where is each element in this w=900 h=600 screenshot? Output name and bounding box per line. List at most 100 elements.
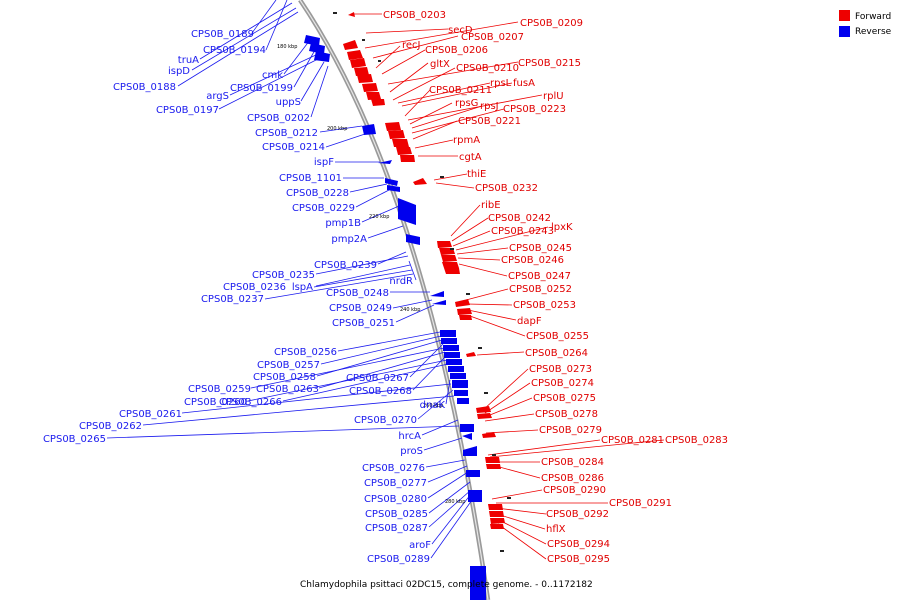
gene-label-reverse: CPS0B_0228 — [286, 188, 349, 199]
gene-label-forward: CPS0B_0292 — [546, 509, 609, 520]
gene-label-forward: CPS0B_0295 — [547, 554, 610, 565]
gene-label-reverse: argS — [206, 91, 229, 102]
kbp-label: 200 kbp — [327, 126, 347, 132]
gene-label-forward: secD — [448, 25, 473, 36]
genome-backbone-highlight — [299, 0, 489, 600]
gene-label-reverse: CPS0B_0268 — [349, 386, 412, 397]
gene-label-forward: CPS0B_0294 — [547, 539, 610, 550]
gene-label-forward: CPS0B_0206 — [425, 45, 488, 56]
gene-label-reverse: CPS0B_0263 — [256, 384, 319, 395]
legend-swatch-reverse — [839, 26, 850, 37]
gene-label-reverse: CPS0B_0266 — [219, 397, 282, 408]
gene-label-reverse: CPS0B_0257 — [257, 360, 320, 371]
gene-label-reverse: ispD — [168, 66, 190, 77]
gene-label-forward: ribE — [481, 200, 501, 211]
gene-label-reverse: aroF — [409, 540, 431, 551]
gene-label-reverse: CPS0B_0236 — [223, 282, 286, 293]
gene-label-reverse: CPS0B_0276 — [362, 463, 425, 474]
gene-label-reverse: CPS0B_0248 — [326, 288, 389, 299]
gene-label-reverse: CPS0B_0277 — [364, 478, 427, 489]
gene-label-reverse: CPS0B_0262 — [79, 421, 142, 432]
gene-label-forward: CPS0B_0247 — [508, 271, 571, 282]
kbp-label: 240 kbp — [400, 307, 420, 313]
gene-label-forward: recJ — [402, 40, 421, 51]
reverse-gene-labels: CPS0B_0189 CPS0B_0194 truA ispD CPS0B_01… — [43, 29, 445, 565]
reverse-connectors — [106, 0, 473, 559]
kbp-scale: 180 kbp 200 kbp 220 kbp 240 kbp 260 kbp … — [277, 44, 465, 505]
gene-label-reverse: CPS0B_0235 — [252, 270, 315, 281]
kbp-label: 280 kbp — [445, 499, 465, 505]
gene-label-reverse: CPS0B_0265 — [43, 434, 106, 445]
gene-label-forward: CPS0B_0211 — [429, 85, 492, 96]
gene-label-forward: CPS0B_0253 — [513, 300, 576, 311]
gene-label-reverse: lspA — [292, 282, 313, 293]
gene-label-reverse: ispF — [314, 157, 334, 168]
gene-label-reverse: CPS0B_0267 — [346, 373, 409, 384]
gene-label-reverse: nrdR — [389, 276, 413, 287]
gene-label-forward: CPS0B_0252 — [509, 284, 572, 295]
gene-label-reverse: CPS0B_0229 — [292, 203, 355, 214]
gene-label-forward: CPS0B_0210 — [456, 63, 519, 74]
gene-label-forward: CPS0B_0273 — [529, 364, 592, 375]
gene-label-forward: lpxK — [551, 222, 573, 233]
gene-label-reverse: CPS0B_0258 — [253, 372, 316, 383]
gene-label-reverse: CPS0B_0249 — [329, 303, 392, 314]
gene-label-forward: CPS0B_0203 — [383, 10, 446, 21]
gene-label-forward: CPS0B_0242 — [488, 213, 551, 224]
gene-label-forward: CPS0B_0221 — [458, 116, 521, 127]
kbp-label: 180 kbp — [277, 44, 297, 50]
gene-label-forward: CPS0B_0290 — [543, 485, 606, 496]
genome-caption: Chlamydophila psittaci 02DC15, complete … — [300, 580, 593, 590]
position-ticks — [333, 12, 511, 552]
legend-swatch-forward — [839, 10, 850, 21]
forward-gene-labels: CPS0B_0203 CPS0B_0209 secD CPS0B_0207 re… — [383, 10, 728, 565]
forward-connectors — [352, 13, 665, 560]
gene-label-forward: CPS0B_0283 — [665, 435, 728, 446]
legend-label-forward: Forward — [855, 12, 891, 22]
gene-label-forward: gltX — [430, 59, 450, 70]
gene-label-reverse: CPS0B_1101 — [279, 173, 342, 184]
gene-label-forward: CPS0B_0246 — [501, 255, 564, 266]
gene-label-forward: CPS0B_0286 — [541, 473, 604, 484]
gene-label-forward: CPS0B_0284 — [541, 457, 604, 468]
gene-label-forward: thiE — [467, 169, 486, 180]
gene-label-reverse: proS — [400, 446, 423, 457]
gene-label-reverse: hrcA — [398, 431, 421, 442]
gene-label-forward: rpsG — [455, 98, 478, 109]
gene-label-forward: CPS0B_0278 — [535, 409, 598, 420]
gene-label-forward: CPS0B_0264 — [525, 348, 588, 359]
gene-label-forward: dapF — [517, 316, 542, 327]
gene-label-reverse: cmk — [262, 70, 283, 81]
legend: Forward Reverse — [839, 10, 892, 37]
gene-label-reverse: CPS0B_0202 — [247, 113, 310, 124]
gene-label-forward: CPS0B_0291 — [609, 498, 672, 509]
legend-label-reverse: Reverse — [855, 27, 892, 37]
kbp-label: 220 kbp — [369, 214, 389, 220]
gene-label-forward: fusA — [513, 78, 535, 89]
gene-label-reverse: uppS — [276, 97, 301, 108]
gene-label-forward: rpsL — [490, 78, 512, 89]
gene-label-forward: CPS0B_0275 — [533, 393, 596, 404]
gene-label-reverse: CPS0B_0287 — [365, 523, 428, 534]
gene-label-reverse: CPS0B_0199 — [230, 83, 293, 94]
gene-label-forward: CPS0B_0274 — [531, 378, 594, 389]
forward-features — [343, 12, 505, 529]
gene-label-forward: cgtA — [459, 152, 482, 163]
gene-label-reverse: CPS0B_0270 — [354, 415, 417, 426]
gene-label-reverse: CPS0B_0189 — [191, 29, 254, 40]
gene-label-reverse: truA — [178, 55, 199, 66]
gene-label-forward: CPS0B_0255 — [526, 331, 589, 342]
gene-label-forward: CPS0B_0243 — [491, 226, 554, 237]
gene-label-forward: CPS0B_0245 — [509, 243, 572, 254]
gene-label-reverse: CPS0B_0285 — [365, 509, 428, 520]
gene-label-forward: hflX — [546, 524, 566, 535]
gene-label-forward: CPS0B_0279 — [539, 425, 602, 436]
gene-label-reverse: CPS0B_0280 — [364, 494, 427, 505]
gene-label-reverse: CPS0B_0256 — [274, 347, 337, 358]
gene-label-reverse: CPS0B_0237 — [201, 294, 264, 305]
gene-label-forward: rpmA — [453, 135, 480, 146]
gene-label-reverse: CPS0B_0289 — [367, 554, 430, 565]
gene-label-forward: rpsJ — [480, 101, 499, 112]
gene-label-forward: CPS0B_0232 — [475, 183, 538, 194]
